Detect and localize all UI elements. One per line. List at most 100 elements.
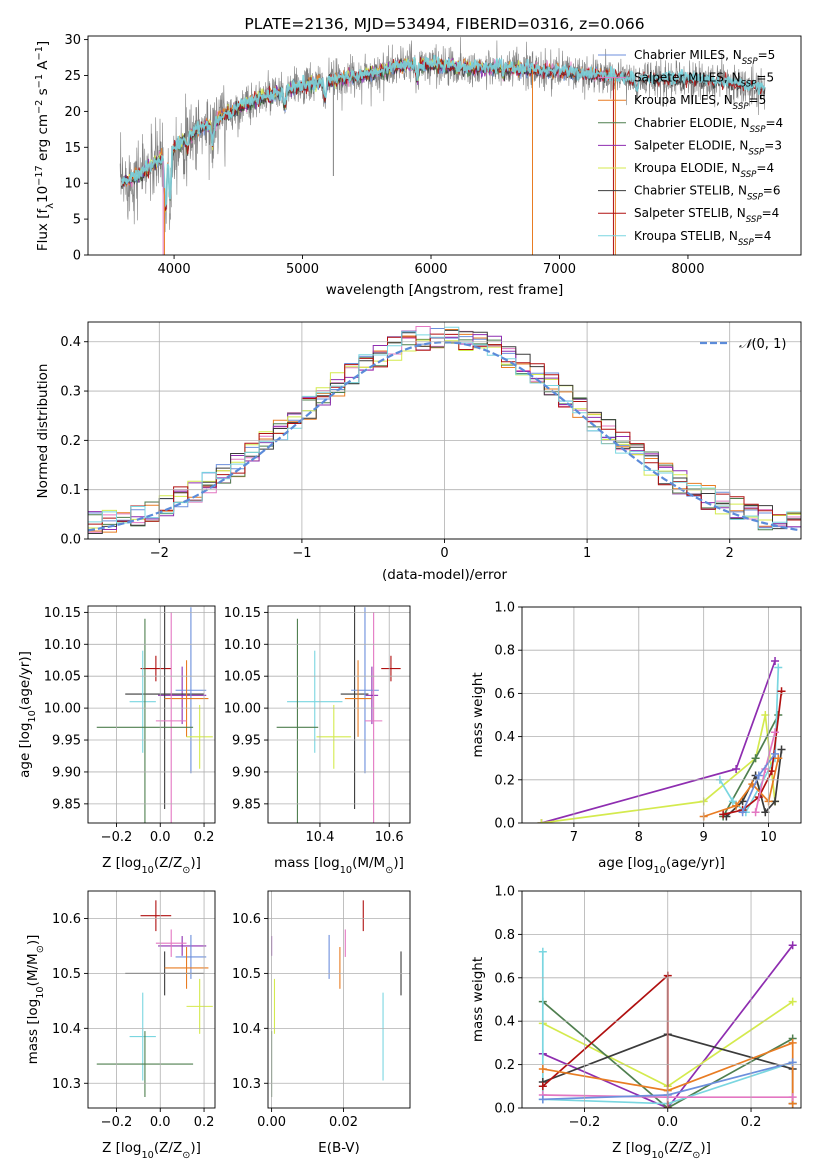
legend-nssp: 4 (772, 206, 780, 220)
x-axis-label-part: 10 (653, 865, 665, 876)
x-tick-label: 8 (635, 830, 643, 845)
axes-frame (87, 35, 802, 256)
weight-marker (788, 941, 797, 950)
y-tick-label: 0.4 (60, 335, 81, 350)
weight-line (542, 1041, 794, 1104)
normal-curve (88, 341, 799, 532)
legend-name: Salpeter MILES (634, 71, 724, 85)
plot-area (96, 900, 213, 1098)
x-axis-label-part: ⊙ (692, 1150, 700, 1161)
weight-marker (788, 997, 797, 1006)
weight-marker (751, 754, 760, 763)
x-tick-label: 10 (760, 830, 777, 845)
weight-marker (788, 1038, 797, 1047)
x-axis-label-part: age [log (598, 855, 653, 871)
legend-n: , N (724, 161, 741, 175)
axes-frame (521, 890, 802, 1109)
y-tick-label: 10.15 (224, 606, 261, 621)
x-tick-label: −0.2 (101, 1115, 133, 1130)
y-tick-label: 0.2 (60, 434, 81, 449)
x-axis-label-part: Z [log (612, 1140, 651, 1156)
weight-marker (754, 771, 763, 780)
legend-sub: SSP (738, 238, 755, 248)
x-tick-label: 0.0 (657, 1115, 678, 1130)
y-tick-label: 0.0 (60, 533, 81, 548)
legend-sub: SSP (750, 125, 767, 135)
y-tick-label: 10.6 (232, 912, 261, 927)
legend-entry: Salpeter ELODIE, NSSP=3 (634, 138, 782, 157)
legend-name: Kroupa ELODIE (634, 161, 724, 175)
y-tick-label: 10.00 (224, 702, 261, 717)
weight-marker (771, 749, 780, 758)
plot-area (119, 37, 766, 255)
y-axis-label: Normed distribution (35, 364, 51, 499)
y-axis-label-part: (M/M (25, 953, 41, 986)
legend-n: , N (733, 116, 750, 130)
y-tick-label: 9.85 (52, 797, 81, 812)
x-tick-label: 7000 (543, 262, 576, 277)
y-tick-label: 10.15 (44, 606, 81, 621)
weight-marker (538, 1064, 547, 1073)
legend-n: , N (721, 229, 738, 243)
x-tick-label: 6000 (414, 262, 447, 277)
y-tick-label: 0.6 (494, 971, 515, 986)
legend-entry: Salpeter STELIB, NSSP=4 (634, 206, 779, 225)
x-axis-label-part: 10 (142, 1150, 154, 1161)
y-axis-label-part: age [log (17, 723, 33, 778)
x-tick-label: 0.02 (329, 1115, 358, 1130)
axes-spectrum: 4000 5000 6000 7000 8000 0 5 10 15 20 25 30 PLATE=21… (34, 15, 802, 298)
y-tick-label: 10.4 (52, 1022, 81, 1037)
legend-entry: Chabrier ELODIE, NSSP=4 (634, 116, 783, 135)
x-tick-label: 7 (570, 830, 578, 845)
y-tick-label: 5 (73, 213, 81, 228)
x-axis-label-part: )] (190, 1140, 201, 1156)
x-axis-label-part: )] (190, 855, 201, 871)
axes-residuals: −2 −1 0 1 2 0.0 0.1 0.2 0.3 0.4 𝒩(0, 1) (data-model… (35, 321, 802, 583)
axes-frame (87, 321, 802, 540)
x-axis-label: Z [log10(Z/Z⊙)] (102, 855, 201, 876)
legend-eq: = (764, 138, 774, 152)
y-axis-label-part: −17 (34, 165, 45, 186)
y-tick-label: 0.8 (494, 644, 515, 659)
y-tick-label: 10 (64, 177, 81, 192)
x-axis-label-part: (Z/Z (154, 855, 182, 871)
x-axis-label-part: )] (393, 855, 404, 871)
x-axis-label: mass [log10(M/M⊙)] (274, 855, 404, 876)
x-tick-label: 0.0 (150, 830, 171, 845)
legend-entry: Kroupa STELIB, NSSP=4 (634, 229, 771, 248)
y-axis-label: Flux [fλ10−17 erg cm−2 s−1 A−1] (34, 41, 56, 251)
weight-marker (771, 657, 780, 665)
x-tick-label: 0.2 (194, 1115, 215, 1130)
weight-marker (751, 808, 760, 817)
axes-frame (267, 890, 411, 1109)
y-axis-label-part: −1 (34, 74, 45, 88)
legend-n: , N (729, 206, 746, 220)
y-tick-label: 9.90 (232, 765, 261, 780)
legend-entry: Chabrier STELIB, NSSP=6 (634, 184, 781, 203)
weight-marker (537, 819, 546, 823)
plot-area (276, 606, 401, 823)
legend-eq: = (756, 161, 766, 175)
axes-frame (87, 605, 216, 824)
y-tick-label: 9.90 (52, 765, 81, 780)
legend-n: , N (724, 71, 741, 85)
legend-n: , N (730, 184, 747, 198)
y-tick-label: 0.3 (60, 385, 81, 400)
x-axis-label: E(B-V) (318, 1140, 360, 1156)
weight-marker (719, 810, 728, 819)
y-tick-label: 15 (64, 141, 81, 156)
y-axis-label-part: Flux [f (35, 208, 51, 252)
y-tick-label: 0.4 (494, 730, 515, 745)
x-tick-label: −1 (292, 546, 311, 561)
x-axis-label: Z [log10(Z/Z⊙)] (612, 1140, 711, 1161)
legend-eq: = (754, 229, 764, 243)
legend-sub: SSP (733, 102, 750, 112)
x-tick-label: 10.4 (305, 830, 334, 845)
x-axis-label-part: ⊙ (385, 865, 393, 876)
weight-line (722, 691, 783, 816)
y-axis-label-part: s (35, 88, 51, 99)
y-axis-label-part: A (35, 60, 51, 74)
x-axis-label-part: )] (700, 1140, 711, 1156)
x-axis-label-part: (age/yr)] (666, 855, 725, 871)
x-axis-label-part: 10 (340, 865, 352, 876)
